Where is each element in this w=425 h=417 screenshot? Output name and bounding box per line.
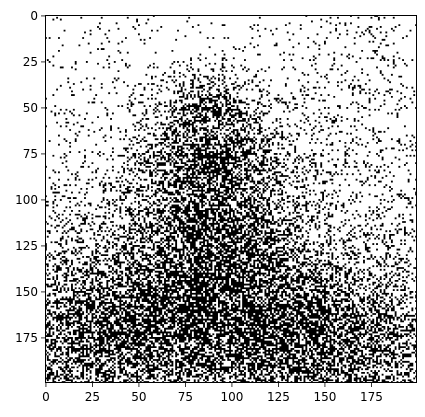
x-tick-label: 50 bbox=[131, 390, 146, 404]
x-tick-label: 175 bbox=[360, 390, 383, 404]
y-tick-label: 175 bbox=[15, 331, 38, 345]
x-tick-label: 100 bbox=[220, 390, 243, 404]
y-axis: 0 25 50 75 100 125 150 175 bbox=[15, 9, 45, 345]
x-axis: 0 25 50 75 100 125 150 175 bbox=[42, 383, 383, 404]
y-tick-label: 100 bbox=[15, 193, 38, 207]
y-tick-label: 25 bbox=[23, 55, 38, 69]
x-tick-label: 150 bbox=[313, 390, 336, 404]
x-tick-label: 125 bbox=[267, 390, 290, 404]
y-tick-label: 0 bbox=[30, 9, 38, 23]
x-tick-label: 25 bbox=[85, 390, 100, 404]
y-tick-label: 125 bbox=[15, 239, 38, 253]
x-tick-label: 0 bbox=[42, 390, 50, 404]
x-tick-label: 75 bbox=[178, 390, 193, 404]
y-tick-label: 50 bbox=[23, 101, 38, 115]
plot-layer bbox=[45, 15, 417, 383]
y-tick-label: 75 bbox=[23, 147, 38, 161]
y-tick-label: 150 bbox=[15, 285, 38, 299]
